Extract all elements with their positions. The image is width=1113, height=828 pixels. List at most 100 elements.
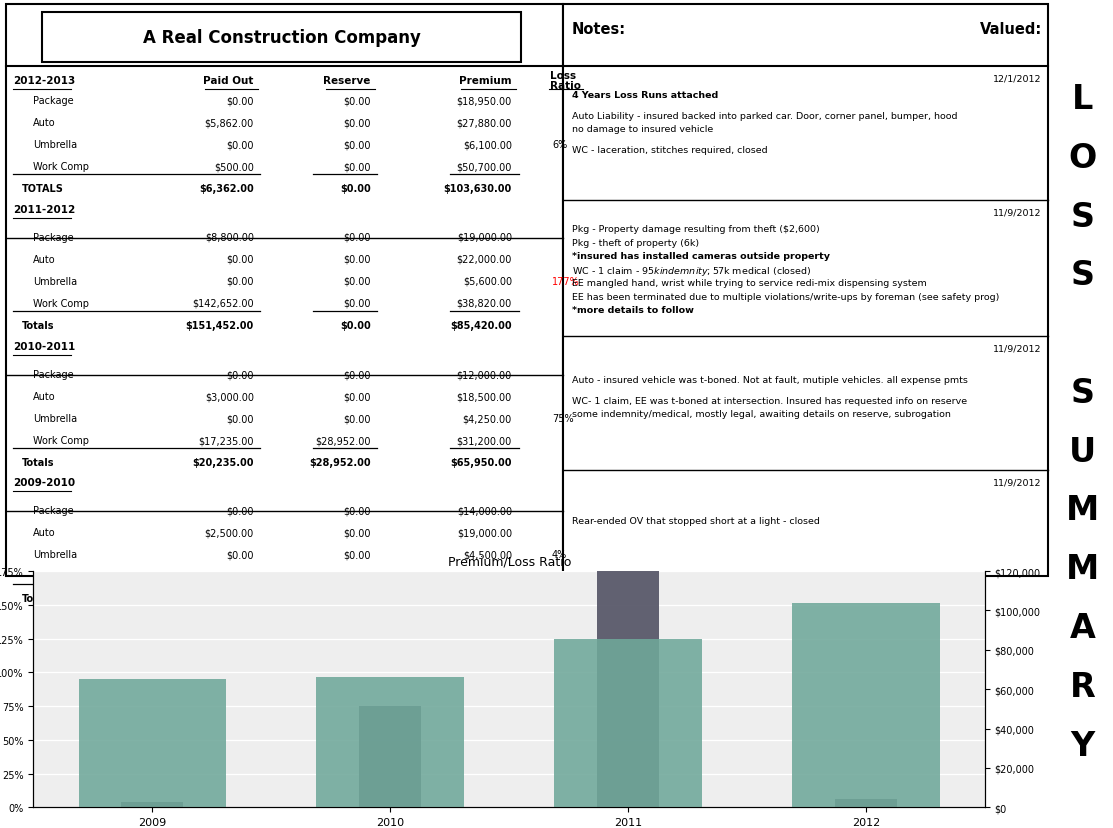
Text: *more details to follow: *more details to follow	[572, 306, 695, 315]
Text: $0.00: $0.00	[343, 255, 371, 265]
Text: $17,235.00: $17,235.00	[198, 436, 254, 445]
Text: O: O	[1068, 142, 1096, 175]
Bar	[359, 706, 421, 807]
Text: Pkg - Property damage resulting from theft ($2,600): Pkg - Property damage resulting from the…	[572, 224, 820, 233]
Bar	[42, 13, 521, 63]
Text: Package: Package	[33, 369, 75, 379]
Text: $142,652.00: $142,652.00	[193, 299, 254, 309]
Bar	[121, 802, 184, 807]
Text: $0.00: $0.00	[343, 413, 371, 423]
Text: $103,630.00: $103,630.00	[444, 184, 512, 194]
Text: $0.00: $0.00	[339, 184, 371, 194]
Text: Umbrella: Umbrella	[33, 277, 78, 286]
Text: Umbrella: Umbrella	[33, 549, 78, 560]
Text: $12,000.00: $12,000.00	[456, 369, 512, 379]
Text: WC- 1 claim, EE was t-boned at intersection. Insured has requested info on reser: WC- 1 claim, EE was t-boned at intersect…	[572, 397, 967, 405]
Text: $22,000.00: $22,000.00	[456, 255, 512, 265]
Text: S: S	[1071, 259, 1094, 292]
Text: $0.00: $0.00	[343, 161, 371, 171]
Text: $0.00: $0.00	[226, 505, 254, 515]
Bar	[316, 677, 464, 807]
Text: $0.00: $0.00	[343, 549, 371, 560]
Text: 12/1/2012: 12/1/2012	[993, 75, 1042, 84]
Text: $0.00: $0.00	[343, 118, 371, 128]
Text: $64,900.00: $64,900.00	[451, 594, 512, 604]
Text: A Real Construction Company: A Real Construction Company	[142, 29, 421, 47]
Text: $0.00: $0.00	[343, 277, 371, 286]
Text: Work Comp: Work Comp	[33, 299, 89, 309]
Text: 4%: 4%	[552, 549, 568, 560]
Text: $18,500.00: $18,500.00	[456, 392, 512, 402]
Bar	[598, 569, 659, 807]
Text: Auto: Auto	[33, 527, 56, 537]
Title: Premium/Loss Ratio: Premium/Loss Ratio	[447, 555, 571, 567]
Text: $31,200.00: $31,200.00	[456, 436, 512, 445]
Text: EE mangled hand, wrist while trying to service redi-mix dispensing system: EE mangled hand, wrist while trying to s…	[572, 279, 927, 287]
Text: Pkg - theft of property (6k): Pkg - theft of property (6k)	[572, 238, 699, 248]
Text: Package: Package	[33, 505, 75, 515]
Text: $151,452.00: $151,452.00	[186, 320, 254, 330]
Text: 177%: 177%	[552, 277, 580, 286]
Text: EE has been terminated due to multiple violations/write-ups by foreman (see safe: EE has been terminated due to multiple v…	[572, 292, 999, 301]
Text: TOTALS: TOTALS	[22, 184, 65, 194]
Text: $0.00: $0.00	[226, 413, 254, 423]
Text: $5,862.00: $5,862.00	[205, 118, 254, 128]
Text: $50,700.00: $50,700.00	[456, 161, 512, 171]
Text: 11/9/2012: 11/9/2012	[993, 209, 1042, 218]
Text: 2011-2012: 2011-2012	[13, 205, 76, 214]
Bar	[554, 639, 702, 807]
Text: Paid Out: Paid Out	[204, 76, 254, 86]
Text: S: S	[1071, 200, 1094, 233]
Text: Package: Package	[33, 233, 75, 243]
Text: 6%: 6%	[552, 140, 568, 150]
Text: $28,952.00: $28,952.00	[309, 457, 371, 468]
Text: M: M	[1066, 493, 1099, 527]
Text: Totals: Totals	[22, 457, 55, 468]
Bar	[835, 799, 897, 807]
Text: $20,235.00: $20,235.00	[193, 457, 254, 468]
Text: $500.00: $500.00	[214, 161, 254, 171]
Text: Auto - insured vehicle was t-boned. Not at fault, mutiple vehicles. all expense : Auto - insured vehicle was t-boned. Not …	[572, 375, 968, 384]
Text: $14,000.00: $14,000.00	[456, 505, 512, 515]
Text: $0.00: $0.00	[226, 571, 254, 581]
Text: $27,880.00: $27,880.00	[456, 118, 512, 128]
Text: $0.00: $0.00	[226, 277, 254, 286]
Text: $0.00: $0.00	[226, 369, 254, 379]
Text: $27,400.00: $27,400.00	[456, 571, 512, 581]
Text: $0.00: $0.00	[343, 369, 371, 379]
Text: $6,100.00: $6,100.00	[463, 140, 512, 150]
Text: $0.00: $0.00	[343, 571, 371, 581]
Text: Work Comp: Work Comp	[33, 571, 89, 581]
Text: Package: Package	[33, 96, 75, 106]
Text: 2010-2011: 2010-2011	[13, 342, 76, 352]
Text: Y: Y	[1071, 729, 1094, 762]
Text: $0.00: $0.00	[343, 299, 371, 309]
Text: Loss
Ratio: Loss Ratio	[550, 70, 581, 91]
Text: 2009-2010: 2009-2010	[13, 478, 76, 488]
Text: Work Comp: Work Comp	[33, 161, 89, 171]
Text: $0.00: $0.00	[343, 505, 371, 515]
Text: 11/9/2012: 11/9/2012	[993, 479, 1042, 488]
Text: Umbrella: Umbrella	[33, 140, 78, 150]
Text: Totals: Totals	[22, 594, 55, 604]
Text: A: A	[1070, 611, 1095, 644]
Text: R: R	[1070, 670, 1095, 703]
Text: $0.00: $0.00	[339, 320, 371, 330]
Text: $0.00: $0.00	[339, 594, 371, 604]
Text: $0.00: $0.00	[343, 140, 371, 150]
Text: $85,420.00: $85,420.00	[451, 320, 512, 330]
Text: Reserve: Reserve	[323, 76, 371, 86]
Text: $2,500.00: $2,500.00	[205, 527, 254, 537]
Text: $2,500.00: $2,500.00	[199, 594, 254, 604]
Text: Work Comp: Work Comp	[33, 436, 89, 445]
Text: Umbrella: Umbrella	[33, 413, 78, 423]
Text: $3,000.00: $3,000.00	[205, 392, 254, 402]
Text: $38,820.00: $38,820.00	[456, 299, 512, 309]
Text: L: L	[1072, 83, 1093, 116]
Text: $0.00: $0.00	[226, 140, 254, 150]
Text: $4,500.00: $4,500.00	[463, 549, 512, 560]
Text: Auto: Auto	[33, 255, 56, 265]
Text: $28,952.00: $28,952.00	[315, 436, 371, 445]
Text: 2012-2013: 2012-2013	[13, 76, 76, 86]
Text: $6,362.00: $6,362.00	[199, 184, 254, 194]
